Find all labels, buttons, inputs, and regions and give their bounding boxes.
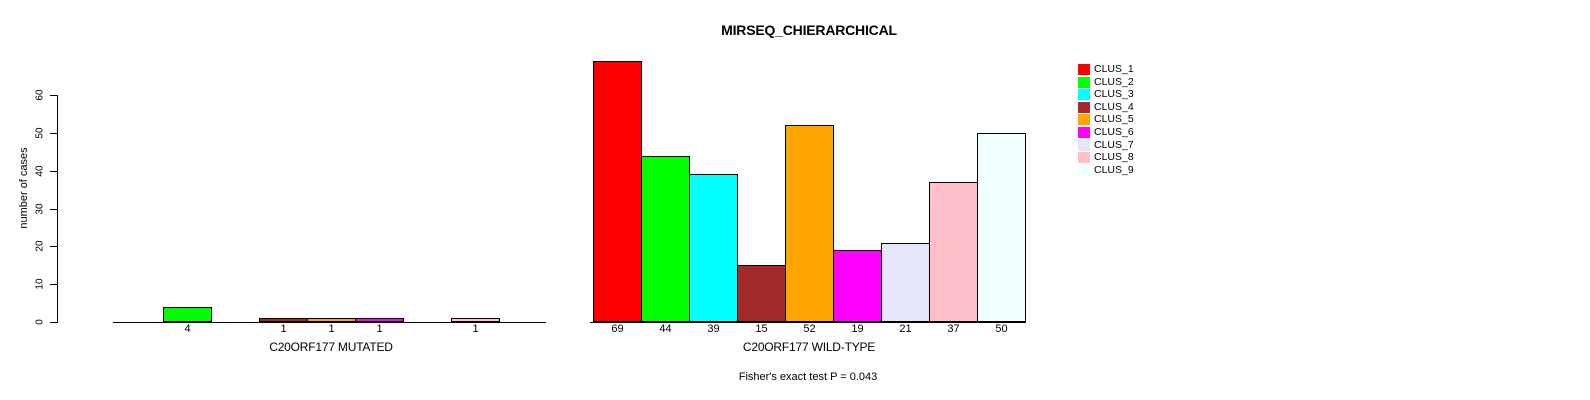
y-axis-tick-label: 50 [34,127,46,139]
y-axis-tick-label: 20 [34,240,46,252]
legend-item: CLUS_4 [1078,101,1134,113]
bar [929,182,978,322]
legend-label: CLUS_9 [1094,164,1134,176]
y-axis-tick [50,171,57,172]
y-axis-tick [50,95,57,96]
bar [737,265,786,322]
legend-item: CLUS_2 [1078,76,1134,88]
bar [355,318,404,322]
legend-item: CLUS_8 [1078,151,1134,163]
bar [259,318,308,322]
y-axis-line [57,95,58,323]
y-axis-tick-label: 30 [34,203,46,215]
y-axis-tick [50,246,57,247]
y-axis-tick [50,209,57,210]
legend-label: CLUS_7 [1094,139,1134,151]
legend-swatch [1078,76,1090,88]
y-axis-tick [50,322,57,323]
legend-label: CLUS_2 [1094,76,1134,88]
y-axis-tick-label: 60 [34,89,46,101]
bar-value-label: 52 [803,323,816,335]
bar-value-label: 1 [376,323,383,335]
bar [833,250,882,322]
x-axis-title-mutated: C20ORF177 MUTATED [269,340,393,354]
bar-value-label: 50 [995,323,1008,335]
bar [307,318,356,322]
legend-item: CLUS_1 [1078,63,1134,75]
legend-swatch [1078,101,1090,113]
legend-swatch [1078,113,1090,125]
legend-item: CLUS_7 [1078,139,1134,151]
legend-item: CLUS_9 [1078,164,1134,176]
bar [881,243,930,322]
bar-value-label: 21 [899,323,912,335]
bar-value-label: 15 [755,323,768,335]
bar [593,61,642,322]
bar-value-label: 37 [947,323,960,335]
y-axis-tick [50,133,57,134]
footnote: Fisher's exact test P = 0.043 [738,371,878,383]
legend-item: CLUS_5 [1078,113,1134,125]
bar-value-label: 44 [659,323,672,335]
legend-item: CLUS_3 [1078,88,1134,100]
bar-value-label: 19 [851,323,864,335]
legend-label: CLUS_6 [1094,126,1134,138]
bar-value-label: 1 [280,323,287,335]
y-axis-tick [50,284,57,285]
y-axis-tick-label: 10 [34,278,46,290]
legend-swatch [1078,63,1090,75]
legend-label: CLUS_3 [1094,88,1134,100]
y-axis-tick-label: 40 [34,165,46,177]
y-axis-tick-label: 0 [34,319,46,325]
legend-swatch [1078,88,1090,100]
legend-swatch [1078,151,1090,163]
bar-value-label: 4 [184,323,191,335]
bar [977,133,1026,322]
bar [689,174,738,322]
x-axis-line [113,322,546,323]
bar-value-label: 39 [707,323,720,335]
bar [785,125,834,322]
legend-label: CLUS_8 [1094,151,1134,163]
bar-value-label: 1 [328,323,335,335]
x-axis-title-wild-type: C20ORF177 WILD-TYPE [742,340,876,354]
legend-item: CLUS_6 [1078,126,1134,138]
x-axis-line [590,322,1026,323]
bar-value-label: 1 [472,323,479,335]
bar [451,318,500,322]
chart-title: MIRSEQ_CHIERARCHICAL [721,22,897,38]
legend-label: CLUS_1 [1094,63,1134,75]
legend-swatch [1078,164,1090,176]
legend-label: CLUS_4 [1094,101,1134,113]
legend-swatch [1078,139,1090,151]
bar-value-label: 69 [611,323,624,335]
y-axis-label: number of cases [18,147,30,229]
bar [641,156,690,322]
legend-label: CLUS_5 [1094,113,1134,125]
legend-swatch [1078,126,1090,138]
bar [163,307,212,322]
